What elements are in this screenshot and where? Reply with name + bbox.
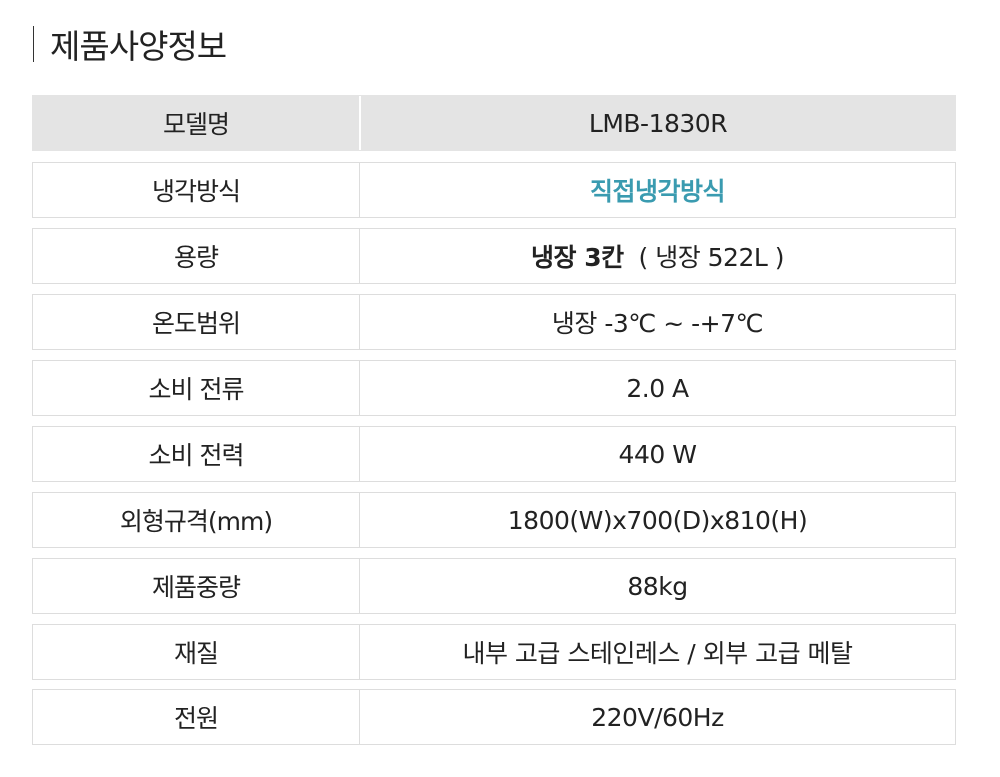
spec-value: 냉장 -3℃ ~ -+7℃ [551,309,764,338]
title-divider [33,26,34,62]
spec-row-cooling: 냉각방식 직접냉각방식 [32,162,956,218]
spec-label: 온도범위 [33,295,360,349]
spec-row-material: 재질 내부 고급 스테인레스 / 외부 고급 메탈 [32,624,956,680]
spec-value: LMB-1830R [588,108,728,138]
spec-value: 1800(W)x700(D)x810(H) [507,505,808,535]
spec-label: 냉각방식 [33,163,360,217]
spec-label: 소비 전류 [33,361,360,415]
spec-value: 2.0 A [626,373,689,403]
spec-label: 모델명 [33,96,361,150]
spec-label: 외형규격(mm) [33,493,360,547]
spec-row-power: 소비 전력 440 W [32,426,956,482]
spec-label: 제품중량 [33,559,360,613]
spec-row-weight: 제품중량 88kg [32,558,956,614]
title-text: 제품사양정보 [50,27,227,66]
spec-value: 내부 고급 스테인레스 / 외부 고급 메탈 [462,639,853,668]
spec-row-dimensions: 외형규격(mm) 1800(W)x700(D)x810(H) [32,492,956,548]
spec-label: 재질 [33,625,360,679]
spec-label: 전원 [33,690,360,744]
spec-row-temperature: 온도범위 냉장 -3℃ ~ -+7℃ [32,294,956,350]
spec-value-bold: 냉장 3칸 [530,243,624,272]
spec-value: 냉장 3칸 ( 냉장 522L ) [360,229,955,283]
spec-row-capacity: 용량 냉장 3칸 ( 냉장 522L ) [32,228,956,284]
spec-value-detail: ( 냉장 522L ) [638,243,785,272]
spec-value: 440 W [618,439,697,469]
spec-value: 220V/60Hz [591,702,724,732]
spec-value: 직접냉각방식 [589,177,726,206]
spec-row-model: 모델명 LMB-1830R [32,95,956,151]
spec-value: 88kg [627,571,688,601]
spec-label: 소비 전력 [33,427,360,481]
spec-label: 용량 [33,229,360,283]
section-title: 제품사양정보 [33,22,227,66]
spec-row-power-supply: 전원 220V/60Hz [32,689,956,745]
spec-row-current: 소비 전류 2.0 A [32,360,956,416]
